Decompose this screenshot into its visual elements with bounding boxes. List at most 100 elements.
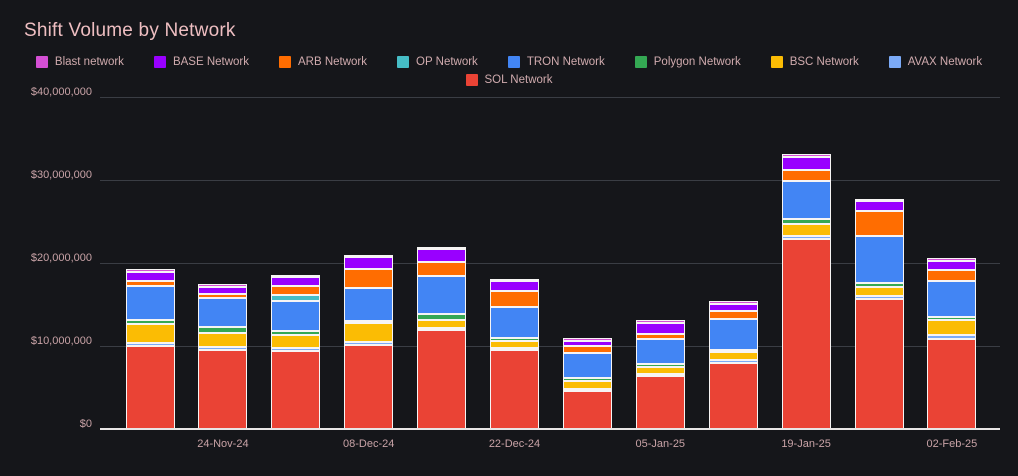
bar-segment-base-network[interactable] — [490, 281, 539, 292]
bar-segment-arb-network[interactable] — [927, 270, 977, 281]
bar-segment-avax-network[interactable] — [198, 347, 248, 351]
bar[interactable] — [854, 198, 904, 430]
bar-segment-sol-network[interactable] — [344, 345, 394, 430]
bar-segment-tron-network[interactable] — [198, 297, 248, 327]
bar-segment-sol-network[interactable] — [781, 239, 831, 430]
bar-segment-arb-network[interactable] — [635, 333, 685, 340]
bar-segment-polygon-network[interactable] — [271, 331, 321, 336]
bar-segment-bsc-network[interactable] — [198, 332, 248, 348]
bar[interactable] — [635, 320, 685, 430]
bar-segment-blast-network[interactable] — [490, 278, 539, 282]
bar-segment-arb-network[interactable] — [490, 291, 539, 307]
bar-segment-blast-network[interactable] — [635, 320, 685, 323]
bar-segment-tron-network[interactable] — [781, 181, 831, 220]
bar-segment-bsc-network[interactable] — [854, 286, 904, 297]
bar-segment-bsc-network[interactable] — [927, 320, 977, 335]
bar-segment-blast-network[interactable] — [271, 274, 321, 278]
bar-segment-bsc-network[interactable] — [562, 380, 612, 389]
bar-segment-bsc-network[interactable] — [125, 324, 175, 344]
bar-segment-blast-network[interactable] — [781, 154, 831, 157]
bar-segment-tron-network[interactable] — [708, 319, 758, 350]
bar-segment-base-network[interactable] — [344, 257, 394, 270]
legend-item-tron-network[interactable]: TRON Network — [507, 56, 605, 68]
bar-segment-tron-network[interactable] — [854, 236, 904, 283]
bar-segment-base-network[interactable] — [927, 260, 977, 271]
bar-segment-sol-network[interactable] — [490, 350, 539, 430]
bar-segment-avax-network[interactable] — [125, 343, 175, 347]
bar-segment-base-network[interactable] — [271, 277, 321, 287]
bar-segment-polygon-network[interactable] — [781, 219, 831, 225]
bar-segment-base-network[interactable] — [781, 156, 831, 171]
bar-segment-arb-network[interactable] — [198, 294, 248, 298]
legend-item-polygon-network[interactable]: Polygon Network — [634, 56, 741, 68]
bar-segment-arb-network[interactable] — [781, 170, 831, 182]
bar-segment-bsc-network[interactable] — [271, 335, 321, 348]
bar-segment-polygon-network[interactable] — [125, 320, 175, 325]
bar-segment-polygon-network[interactable] — [490, 338, 539, 342]
bar[interactable] — [125, 268, 175, 430]
bar-segment-avax-network[interactable] — [854, 296, 904, 299]
bar-segment-sol-network[interactable] — [708, 362, 758, 430]
bar-segment-bsc-network[interactable] — [781, 224, 831, 236]
bar-segment-tron-network[interactable] — [635, 339, 685, 365]
bar[interactable] — [781, 154, 831, 430]
bar-segment-arb-network[interactable] — [271, 286, 321, 295]
bar[interactable] — [344, 254, 394, 430]
bar-segment-arb-network[interactable] — [708, 310, 758, 320]
bar-segment-avax-network[interactable] — [490, 347, 539, 351]
bar-segment-polygon-network[interactable] — [344, 320, 394, 324]
bar-segment-blast-network[interactable] — [125, 268, 175, 272]
bar-segment-bsc-network[interactable] — [344, 323, 394, 343]
bar-segment-base-network[interactable] — [854, 201, 904, 211]
bar-segment-polygon-network[interactable] — [562, 377, 612, 381]
bar-segment-sol-network[interactable] — [198, 350, 248, 430]
bar-segment-arb-network[interactable] — [125, 280, 175, 286]
bar-segment-base-network[interactable] — [562, 340, 612, 346]
legend-item-op-network[interactable]: OP Network — [397, 56, 478, 68]
bar-segment-tron-network[interactable] — [562, 352, 612, 378]
bar-segment-arb-network[interactable] — [344, 269, 394, 288]
bar-segment-tron-network[interactable] — [927, 280, 977, 318]
bar-segment-avax-network[interactable] — [781, 235, 831, 240]
bar-segment-polygon-network[interactable] — [708, 349, 758, 353]
bar[interactable] — [490, 278, 539, 430]
bar-segment-blast-network[interactable] — [198, 284, 248, 287]
bar[interactable] — [198, 284, 248, 430]
bar-segment-sol-network[interactable] — [125, 346, 175, 430]
bar-segment-base-network[interactable] — [125, 271, 175, 281]
bar-segment-sol-network[interactable] — [635, 376, 685, 430]
bar-segment-polygon-network[interactable] — [927, 317, 977, 321]
bar-segment-arb-network[interactable] — [854, 210, 904, 237]
bar-segment-blast-network[interactable] — [854, 198, 904, 202]
bar-segment-sol-network[interactable] — [271, 351, 321, 430]
bar-segment-tron-network[interactable] — [125, 285, 175, 321]
bar-segment-avax-network[interactable] — [344, 342, 394, 346]
legend-item-bsc-network[interactable]: BSC Network — [770, 56, 859, 68]
bar-segment-blast-network[interactable] — [417, 246, 467, 250]
bar[interactable] — [562, 338, 612, 430]
bar-segment-avax-network[interactable] — [708, 360, 758, 363]
legend-item-avax-network[interactable]: AVAX Network — [888, 56, 982, 68]
bar-segment-blast-network[interactable] — [708, 301, 758, 304]
bar-segment-avax-network[interactable] — [271, 347, 321, 352]
bar-segment-base-network[interactable] — [198, 286, 248, 295]
bar-segment-polygon-network[interactable] — [417, 313, 467, 320]
bar[interactable] — [927, 258, 977, 430]
bar-segment-base-network[interactable] — [635, 322, 685, 334]
bar[interactable] — [271, 274, 321, 430]
bar[interactable] — [708, 301, 758, 430]
bar-segment-sol-network[interactable] — [854, 298, 904, 430]
bar-segment-avax-network[interactable] — [635, 373, 685, 377]
bar-segment-avax-network[interactable] — [927, 334, 977, 339]
bar-segment-sol-network[interactable] — [927, 338, 977, 430]
legend-item-arb-network[interactable]: ARB Network — [279, 56, 367, 68]
bar-segment-bsc-network[interactable] — [708, 352, 758, 361]
legend-item-base-network[interactable]: BASE Network — [153, 56, 249, 68]
bar-segment-blast-network[interactable] — [927, 258, 977, 261]
bar-segment-bsc-network[interactable] — [490, 341, 539, 348]
bar-segment-sol-network[interactable] — [562, 391, 612, 430]
bar[interactable] — [417, 246, 467, 430]
bar-segment-bsc-network[interactable] — [635, 366, 685, 374]
bar-segment-avax-network[interactable] — [562, 388, 612, 391]
bar-segment-tron-network[interactable] — [417, 275, 467, 314]
